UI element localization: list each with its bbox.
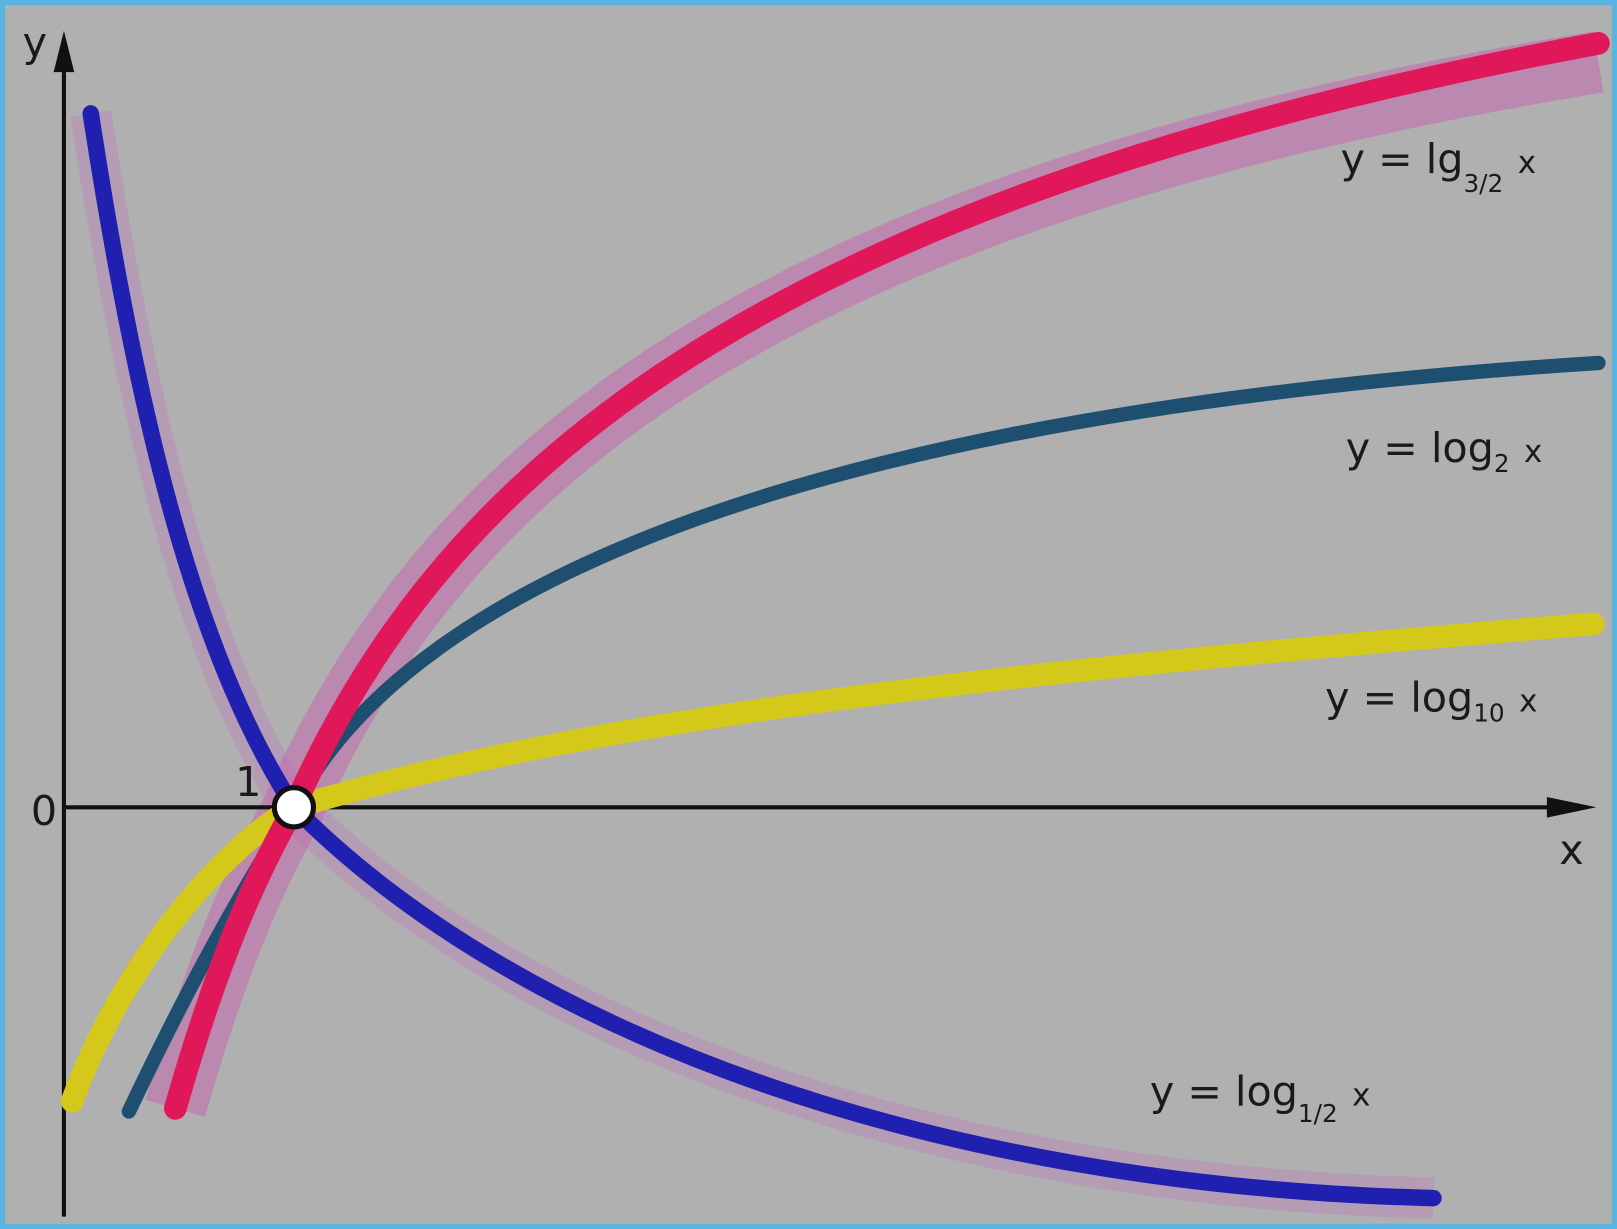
label-base: 10 — [1473, 699, 1504, 728]
label-base: 1/2 — [1298, 1099, 1338, 1128]
background — [5, 5, 1612, 1224]
curve-log1-2 — [82, 105, 1442, 1207]
y-arrow — [53, 30, 75, 73]
label-prefix: y = log — [1346, 424, 1494, 472]
label-prefix: y = log — [1150, 1067, 1298, 1115]
label-suffix: x — [1524, 434, 1542, 470]
y-axis-label: y — [23, 19, 47, 67]
curve-label: y = lg3/2 x — [1341, 135, 1536, 198]
x-arrow — [1546, 796, 1597, 818]
unit-label: 1 — [235, 758, 261, 806]
curve-log10 — [60, 612, 1605, 1113]
curve-label: y = log1/2 x — [1150, 1067, 1371, 1127]
curve-label: y = log10 x — [1325, 673, 1537, 727]
curve-label: y = log2 x — [1346, 424, 1543, 478]
origin-label: 0 — [31, 787, 57, 835]
label-suffix: x — [1518, 145, 1536, 181]
curve-log3-2 — [163, 31, 1610, 1120]
label-base: 3/2 — [1463, 169, 1503, 198]
label-suffix: x — [1519, 683, 1537, 719]
label-base: 2 — [1494, 449, 1510, 478]
label-suffix: x — [1352, 1077, 1370, 1113]
intersection-point — [271, 785, 317, 830]
curve-log2 — [121, 355, 1606, 1119]
x-axis-label: x — [1559, 826, 1583, 874]
label-prefix: y = log — [1325, 673, 1473, 721]
label-prefix: y = lg — [1341, 135, 1464, 183]
